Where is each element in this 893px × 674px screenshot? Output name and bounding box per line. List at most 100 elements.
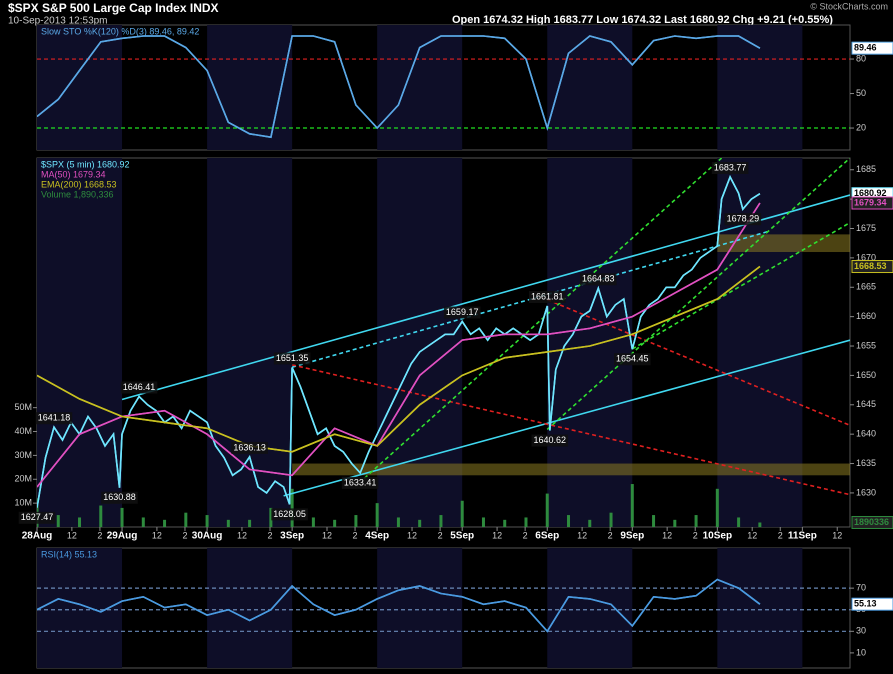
x-tick-label: 6Sep xyxy=(535,531,559,542)
day-stripe xyxy=(377,548,463,668)
x-tick-label: 2 xyxy=(438,530,443,540)
y-tick-label: 1670 xyxy=(856,252,876,262)
annotation-box xyxy=(120,381,158,394)
annotation-box xyxy=(614,353,651,366)
plot xyxy=(37,25,850,150)
annotation: 1646.41 xyxy=(123,382,156,392)
price-band xyxy=(717,234,850,253)
annotation-box xyxy=(724,213,762,226)
volume-bar xyxy=(184,512,188,527)
volume-bar xyxy=(290,488,294,527)
volume-bar xyxy=(120,507,124,527)
legend-entry: RSI(14) 55.13 xyxy=(41,549,97,559)
y-tick-label: 10 xyxy=(856,647,866,657)
trend-line xyxy=(121,194,850,401)
day-stripe xyxy=(207,158,293,527)
last-value-box xyxy=(851,515,893,529)
x-tick-label: 3Sep xyxy=(280,531,304,542)
annotation-box xyxy=(101,491,138,504)
annotation: 1641.18 xyxy=(38,413,71,423)
volume-bar xyxy=(78,517,82,527)
quote: Open 1674.32 High 1683.77 Low 1674.32 La… xyxy=(452,14,833,26)
x-tick-label: 12 xyxy=(747,530,757,540)
volume-bar xyxy=(311,517,315,527)
legend-entry: Volume 1,890,336 xyxy=(41,189,114,199)
volume-bar xyxy=(503,519,507,527)
x-tick-label: 2 xyxy=(693,530,698,540)
trend-line xyxy=(283,339,850,497)
x-tick-label: 2 xyxy=(778,530,783,540)
trend-line xyxy=(546,158,850,431)
annotation-box xyxy=(580,273,617,286)
y-tick-label: 1630 xyxy=(856,487,876,497)
y2-tick-label: 30M xyxy=(14,450,32,460)
x-tick-label: 2 xyxy=(523,530,528,540)
y2-tick-label: 20M xyxy=(14,474,32,484)
x-tick-label: 12 xyxy=(492,530,502,540)
volume-bar xyxy=(163,519,167,527)
volume-bar xyxy=(524,517,528,527)
y-tick-label: 1655 xyxy=(856,340,876,350)
volume-bar xyxy=(141,517,145,527)
volume-bar xyxy=(673,519,677,527)
series-line xyxy=(37,578,761,633)
annotation-box xyxy=(443,306,481,319)
annotation: 1636.13 xyxy=(233,442,266,452)
legend-entry: Slow STO %K(120) %D(3) 89.46, 89.42 xyxy=(41,26,199,36)
annotation-box xyxy=(528,291,566,304)
trend-line xyxy=(291,364,850,496)
day-stripe xyxy=(207,548,293,668)
chart-title: $SPX S&P 500 Large Cap Index INDX xyxy=(8,1,219,15)
volume-bar xyxy=(588,519,592,527)
x-tick-label: 12 xyxy=(407,530,417,540)
y-tick-label: 1640 xyxy=(856,429,876,439)
series-line xyxy=(37,175,761,508)
x-tick-label: 12 xyxy=(577,530,587,540)
trend-line xyxy=(546,298,850,427)
annotation: 1683.77 xyxy=(714,162,747,172)
volume-bar xyxy=(609,512,613,527)
last-value: 1680.92 xyxy=(854,188,887,198)
annotation-box xyxy=(271,508,308,521)
y-tick-label: 30 xyxy=(856,626,866,636)
x-tick-label: 12 xyxy=(662,530,672,540)
x-tick-label: 10Sep xyxy=(703,531,732,542)
y-tick-label: 50 xyxy=(856,88,866,98)
last-value: 1890336 xyxy=(854,517,889,527)
x-tick-label: 4Sep xyxy=(365,531,389,542)
x-tick-label: 2 xyxy=(608,530,613,540)
last-value-box xyxy=(851,597,893,611)
series-line xyxy=(37,35,761,139)
y-tick-label: 1675 xyxy=(856,223,876,233)
annotation: 1640.62 xyxy=(534,435,567,445)
y2-tick-label: 50M xyxy=(14,402,32,412)
y-tick-label: 70 xyxy=(856,583,866,593)
day-stripe xyxy=(717,548,803,668)
x-tick-label: 28Aug xyxy=(22,531,53,542)
y-tick-label: 80 xyxy=(856,53,866,63)
volume-bar xyxy=(737,517,741,527)
y2-tick-label: 40M xyxy=(14,426,32,436)
volume-bar xyxy=(333,519,337,527)
annotation-box xyxy=(35,412,73,425)
volume-bar xyxy=(418,519,422,527)
last-value: 89.46 xyxy=(854,43,877,53)
x-tick-label: 12 xyxy=(67,530,77,540)
volume-bar xyxy=(248,519,252,527)
annotation: 1628.05 xyxy=(273,509,306,519)
volume-bar xyxy=(396,517,400,527)
y-tick-label: 1650 xyxy=(856,370,876,380)
annotation: 1630.88 xyxy=(103,492,136,502)
legend-entry: EMA(200) 1668.53 xyxy=(41,179,117,189)
x-tick-label: 30Aug xyxy=(192,531,223,542)
y-tick-label: 1660 xyxy=(856,311,876,321)
annotation: 1651.35 xyxy=(276,353,309,363)
day-stripe xyxy=(717,25,803,150)
x-tick-label: 9Sep xyxy=(620,531,644,542)
volume-bar xyxy=(226,519,230,527)
x-tick-label: 2 xyxy=(268,530,273,540)
day-stripe xyxy=(547,25,633,150)
annotation-box xyxy=(231,441,268,454)
volume-bar xyxy=(758,522,762,527)
